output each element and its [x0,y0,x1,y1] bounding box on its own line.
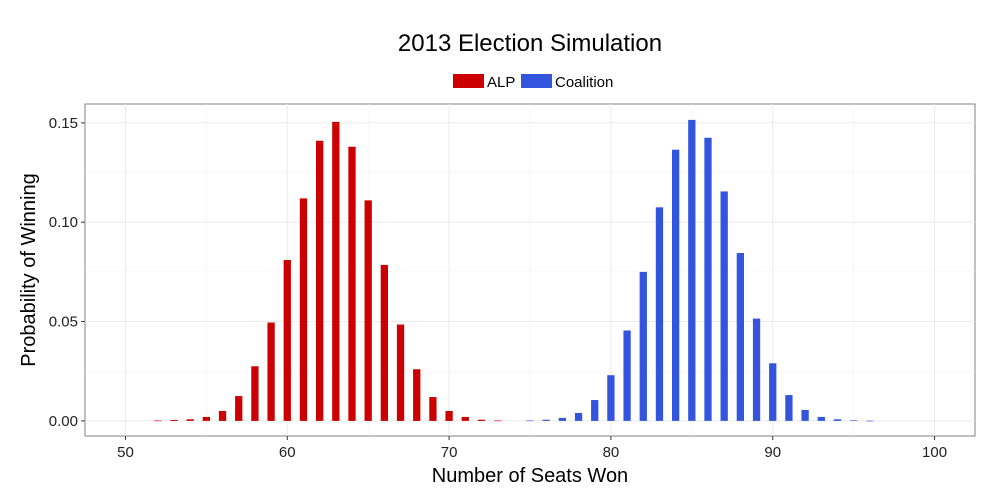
x-tick-label: 80 [603,444,620,461]
bar-alp [477,419,486,421]
bar-alp [332,121,340,421]
bar-coalition [720,191,728,421]
bar-alp [315,140,324,421]
bar-alp [218,410,227,421]
bar-alp [202,416,211,421]
bar-coalition [526,420,534,422]
y-tick-label: 0.05 [49,314,78,331]
x-tick-label: 60 [279,444,296,461]
y-axis-label: Probability of Winning [18,173,40,366]
bar-alp [445,410,453,421]
x-tick-label: 50 [117,444,134,461]
bar-alp [170,419,178,421]
bar-alp [429,397,437,421]
bar-coalition [574,412,583,421]
bar-alp [413,369,421,421]
bar-coalition [655,207,664,421]
legend-label-coalition: Coalition [555,74,613,91]
bar-coalition [542,419,550,421]
x-axis: 50 60 70 80 90 100 [117,436,947,461]
bar-coalition [558,417,567,421]
bar-alp [493,420,502,422]
chart-title: 2013 Election Simulation [398,30,662,57]
bar-alp [267,322,275,421]
bar-coalition [623,330,631,421]
bar-alp [154,420,162,422]
bar-coalition [849,420,858,421]
bar-coalition [817,416,825,421]
bars [154,119,874,422]
legend-swatch-alp [453,74,484,88]
bar-alp [380,264,389,421]
bar-alp [186,419,194,421]
y-axis: 0.00 0.05 0.10 0.15 [49,115,85,430]
bar-alp [364,200,372,421]
bar-coalition [866,420,874,422]
bar-alp [299,198,308,421]
bar-coalition [639,271,647,421]
bar-alp [461,416,469,421]
x-tick-label: 100 [922,444,947,461]
bar-alp [348,146,356,421]
x-tick-label: 70 [441,444,458,461]
bar-alp [396,324,405,421]
bar-coalition [769,363,777,421]
legend-swatch-coalition [521,74,552,88]
plot-panel [84,103,976,437]
legend: ALP Coalition [453,74,613,91]
bar-alp [251,366,259,421]
bar-coalition [752,318,761,421]
bar-coalition [785,395,793,421]
bar-coalition [671,149,680,421]
bar-coalition [704,137,712,421]
bar-coalition [591,400,599,421]
x-axis-label: Number of Seats Won [432,465,628,487]
bar-coalition [688,119,696,421]
bar-alp [235,396,243,421]
legend-label-alp: ALP [487,74,515,91]
bar-alp [283,259,291,421]
y-tick-label: 0.00 [49,413,78,430]
bar-coalition [736,253,745,421]
x-tick-label: 90 [764,444,781,461]
bar-coalition [833,419,842,421]
y-tick-label: 0.15 [49,115,78,132]
bar-coalition [801,409,809,421]
y-tick-label: 0.10 [49,214,78,231]
bar-coalition [607,375,615,421]
